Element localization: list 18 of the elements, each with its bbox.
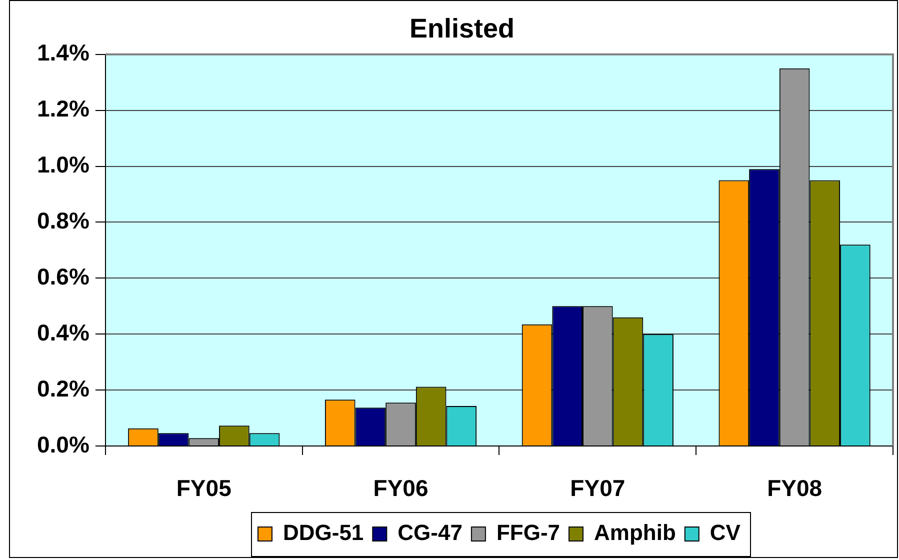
x-tick-label: FY06 (373, 475, 428, 502)
x-tick-label: FY05 (176, 475, 232, 502)
legend-label: CV (710, 520, 741, 546)
legend-label: FFG-7 (496, 520, 560, 546)
y-tick-label: 1.2% (36, 96, 90, 122)
y-tick-label: 1.0% (36, 152, 90, 178)
y-tick-label: 0.8% (36, 208, 90, 234)
y-tick-label: 0.0% (36, 431, 90, 458)
y-tick-label: 0.2% (36, 375, 90, 402)
y-tick-label: 0.4% (36, 319, 90, 346)
legend-label: DDG-51 (282, 520, 364, 546)
y-tick-label: 1.4% (36, 40, 90, 66)
x-tick-label: FY07 (570, 475, 626, 502)
y-tick-label: 0.6% (36, 264, 90, 290)
chart-title: Enlisted (409, 14, 515, 44)
x-tick-label: FY08 (767, 475, 822, 502)
legend-label: Amphib (594, 520, 676, 546)
legend-label: CG-47 (398, 520, 462, 546)
